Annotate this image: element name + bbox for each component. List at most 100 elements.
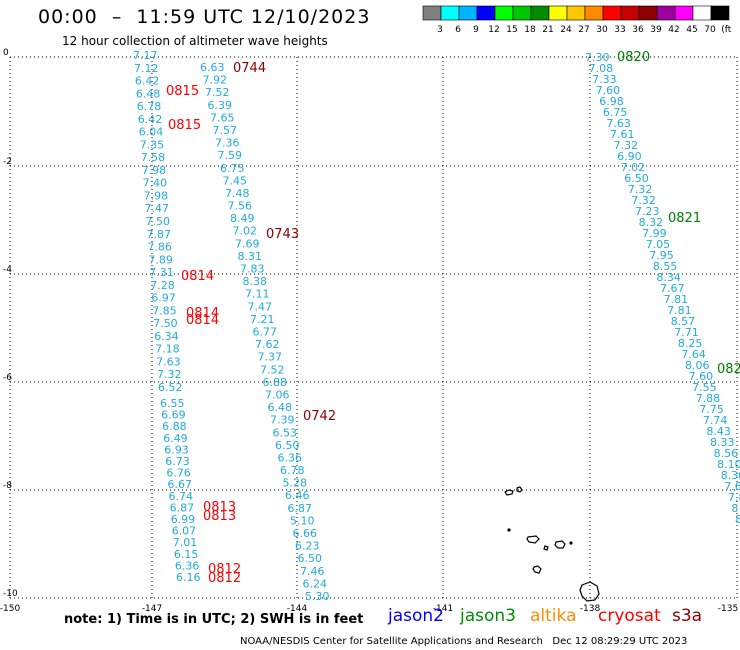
wave-height-value: 6.75 [220, 162, 245, 175]
scale-label: 33 [614, 25, 625, 35]
wave-height-value: 7.57 [213, 124, 238, 137]
wave-height-value: 7.58 [141, 151, 166, 164]
wave-height-value: 7.56 [228, 200, 253, 213]
satellite-legend-s3a: s3a [672, 606, 703, 626]
wave-height-value: 6.78 [137, 100, 162, 113]
scale-label: 12 [488, 25, 499, 35]
altimeter-track-d: 7.307.087.337.606.986.757.637.617.326.90… [585, 51, 740, 526]
pass-time-label: 0814 [181, 269, 214, 284]
wave-height-value: 7.61 [610, 128, 635, 141]
pass-time-label: 0820 [617, 50, 650, 65]
scale-swatch [710, 5, 730, 21]
latitude-label: -8 [3, 481, 12, 491]
longitude-label: -138 [580, 604, 601, 614]
wave-height-value: 6.49 [163, 432, 188, 445]
satellite-legend-altika: altika [530, 606, 577, 626]
wave-height-value: 6.93 [164, 443, 189, 456]
wave-height-value: 8.43 [706, 425, 731, 438]
scale-label: 15 [506, 25, 517, 35]
longitude-label: -144 [287, 604, 308, 614]
island-maui [554, 540, 566, 549]
wave-height-value: 8.10 [717, 458, 740, 471]
wave-height-value: 7.32 [628, 183, 653, 196]
latitude-label: -10 [3, 589, 18, 599]
scale-label: 3 [437, 25, 443, 35]
pass-time-label: 0815 [168, 118, 201, 133]
island-kahoolawe [532, 565, 542, 574]
wave-height-value: 7.71 [674, 326, 699, 339]
wave-height-value: 7.01 [173, 536, 198, 549]
wave-height-value: 6.48 [136, 87, 161, 100]
wave-height-value: 7.18 [155, 343, 180, 356]
altimeter-track-c: 6.556.696.886.496.936.736.766.676.746.87… [160, 397, 201, 584]
pass-time-label: 082 [717, 362, 740, 377]
latitude-label: -6 [3, 373, 12, 383]
wave-height-value: 6.76 [166, 467, 191, 480]
wave-height-value: 7.32 [631, 194, 656, 207]
latitude-label: 0 [3, 48, 9, 58]
wave-height-value: 7.89 [148, 253, 173, 266]
wave-height-value: 5.10 [290, 514, 315, 527]
wave-height-value: 6.50 [624, 172, 649, 185]
altimeter-track-a: 7.177.126.426.486.786.426.047.357.587.98… [133, 49, 183, 394]
wave-height-value: 7.85 [152, 304, 177, 317]
wave-height-value: 7.62 [255, 338, 280, 351]
wave-height-value: 7.47 [145, 202, 170, 215]
wave-height-value: 7.32 [157, 368, 182, 381]
wave-height-value: 8.38 [243, 275, 268, 288]
wave-height-value: 6.99 [171, 513, 196, 526]
wave-height-value: 6.87 [288, 502, 313, 515]
pass-time-label: 0813 [203, 500, 236, 515]
wave-height-value: 7.32 [614, 139, 639, 152]
wave-height-value: 7.28 [150, 279, 175, 292]
pass-time-label: 0814 [186, 313, 219, 328]
latitude-label: -4 [3, 265, 12, 275]
wave-height-value: 7.52 [260, 363, 285, 376]
wave-height-value: 7.02 [233, 225, 258, 238]
island-oahu [516, 486, 523, 493]
island-molokai [526, 535, 540, 544]
wave-height-value: 7.87 [147, 228, 172, 241]
credit-text: NOAA/NESDIS Center for Satellite Applica… [240, 636, 543, 647]
wave-height-value: 7.59 [218, 149, 243, 162]
scale-label: 27 [578, 25, 589, 35]
wave-height-value: 6.39 [208, 99, 233, 112]
wave-height-value: 7.95 [649, 249, 674, 262]
wave-height-value: 7.69 [235, 237, 260, 250]
wave-height-value: 6.77 [253, 326, 278, 339]
wave-height-value: 6.53 [273, 426, 298, 439]
page-title: 00:00 – 11:59 UTC 12/10/2023 [38, 6, 371, 28]
wave-height-value: 8.55 [653, 260, 678, 273]
island-hawaii [579, 581, 600, 602]
wave-height-value: 7.36 [215, 137, 240, 150]
wave-height-value: 6.16 [176, 571, 201, 584]
wave-height-value: 7.63 [606, 117, 631, 130]
wave-height-value: 6.15 [174, 548, 199, 561]
wave-height-value: 7.48 [225, 187, 250, 200]
scale-label: (ft) [721, 25, 732, 35]
wave-height-value: 7.39 [270, 414, 295, 427]
hawaiian-islands [504, 486, 600, 602]
pass-time-label: 0815 [166, 84, 199, 99]
footer-credit: NOAA/NESDIS Center for Satellite Applica… [240, 636, 687, 647]
wave-height-value: 7.55 [692, 381, 717, 394]
wave-height-value: 6.74 [169, 490, 194, 503]
scale-label: 6 [455, 25, 461, 35]
wave-height-value: 7.81 [664, 293, 689, 306]
pass-time-labels: 0744081508150743081408140814074208130813… [166, 50, 740, 586]
pass-time-label: 0812 [208, 571, 241, 586]
wave-height-value: 6.63 [200, 61, 225, 74]
pass-time-label: 0821 [668, 211, 701, 226]
island-kauai [504, 489, 514, 496]
scale-label: 24 [560, 25, 572, 35]
wave-height-value: 6.50 [298, 552, 323, 565]
wave-height-value: 6.55 [160, 397, 185, 410]
wave-height-value: 7.52 [205, 86, 230, 99]
generated-timestamp: Dec 12 08:29:29 UTC 2023 [552, 636, 688, 647]
wave-height-value: 6.36 [278, 452, 303, 465]
map-grid: -150 -147 -144 -141 -138 -135 0 -2 -4 -6 -8 -10 [0, 48, 738, 614]
wave-height-value: 7.12 [134, 62, 159, 75]
wave-height-value: 6.97 [151, 292, 176, 305]
wave-height-value: 7.47 [248, 300, 273, 313]
